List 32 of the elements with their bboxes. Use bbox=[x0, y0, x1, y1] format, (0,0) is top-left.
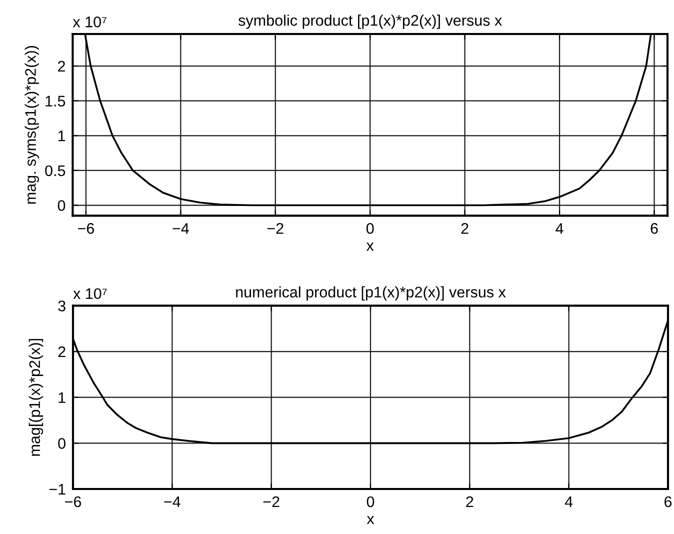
y-tick-label: 1 bbox=[58, 130, 66, 142]
x-tick-label: −4 bbox=[172, 223, 189, 234]
chart-title: symbolic product [p1(x)*p2(x)] versus x bbox=[238, 14, 502, 29]
text: x 10⁷ bbox=[73, 288, 107, 300]
x-tick-label: 0 bbox=[366, 223, 374, 234]
x-tick-label: 6 bbox=[664, 496, 672, 508]
x-tick-label: 6 bbox=[650, 223, 658, 234]
y-tick-label: 0.5 bbox=[45, 165, 66, 176]
y-tick-label: 0 bbox=[58, 438, 66, 449]
y-tick-label: −1 bbox=[49, 484, 66, 495]
x-tick-label: 2 bbox=[461, 223, 468, 234]
y-tick-label: 2 bbox=[58, 60, 65, 72]
y-tick-label: 0 bbox=[58, 200, 66, 211]
y-axis-title: mag[(p1(x)*p2(x)] bbox=[28, 339, 44, 456]
x-tick-label: 0 bbox=[366, 496, 374, 508]
x-tick-label: −2 bbox=[263, 496, 280, 508]
x-axis-title: x bbox=[366, 516, 374, 524]
y-axis-title: mag. syms(p1(x)*p2(x)) bbox=[24, 46, 39, 204]
x-tick-label: 4 bbox=[564, 496, 573, 508]
x-tick-label: −6 bbox=[78, 223, 94, 234]
x-tick-label: −4 bbox=[164, 496, 180, 508]
y-tick-label: 3 bbox=[58, 300, 66, 312]
y-tick-label: 1 bbox=[58, 392, 66, 403]
x-tick-label: 4 bbox=[556, 223, 564, 234]
y-tick-label: 2 bbox=[58, 346, 66, 358]
chart-title: numerical product [p1(x)*p2(x)] versus x bbox=[236, 286, 506, 301]
x-tick-label: 2 bbox=[466, 496, 474, 508]
text: x 10⁷ bbox=[72, 16, 106, 28]
y-tick-label: 1.5 bbox=[46, 96, 66, 107]
x-tick-label: −6 bbox=[65, 496, 82, 508]
x-tick-label: −2 bbox=[267, 223, 284, 234]
x-axis-title: x bbox=[366, 242, 374, 251]
